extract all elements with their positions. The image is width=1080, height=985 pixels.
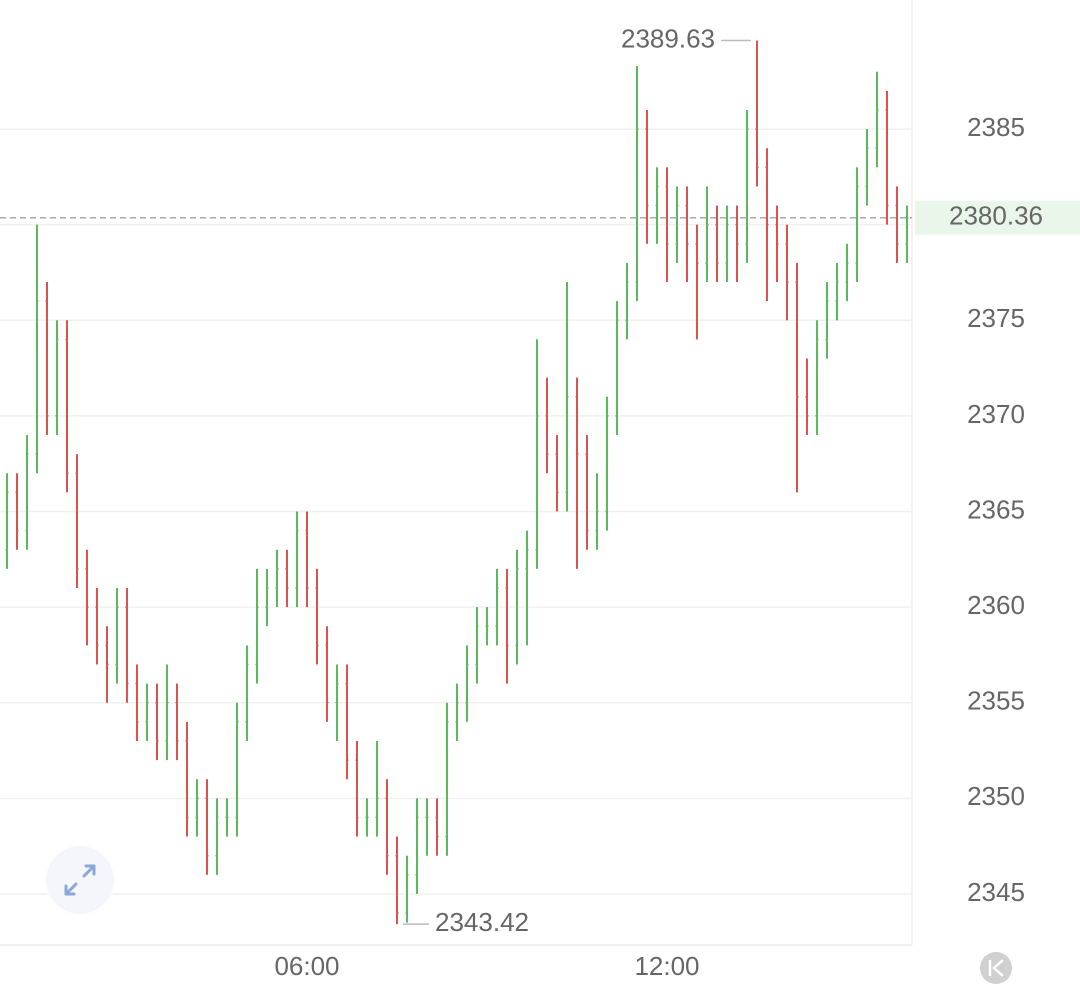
last-price-label: 2380.36	[949, 201, 1043, 231]
y-tick-label: 2350	[967, 781, 1025, 811]
y-tick-label: 2355	[967, 686, 1025, 716]
max-label: 2389.63	[621, 23, 715, 53]
y-tick-label: 2370	[967, 399, 1025, 429]
k-bg[interactable]	[980, 952, 1012, 984]
y-tick-label: 2365	[967, 494, 1025, 524]
y-tick-label: 2375	[967, 303, 1025, 333]
x-tick-label: 12:00	[634, 951, 699, 981]
x-tick-label: 06:00	[274, 951, 339, 981]
expand-button[interactable]	[46, 846, 114, 914]
k-icon[interactable]	[988, 959, 1004, 977]
y-tick-label: 2360	[967, 590, 1025, 620]
expand-icon[interactable]	[64, 864, 96, 896]
y-tick-label: 2345	[967, 877, 1025, 907]
expand-bg[interactable]	[46, 846, 114, 914]
k-button[interactable]	[980, 952, 1012, 984]
last-price-pill	[915, 200, 1080, 235]
min-label: 2343.42	[435, 907, 529, 937]
y-tick-label: 2385	[967, 112, 1025, 142]
